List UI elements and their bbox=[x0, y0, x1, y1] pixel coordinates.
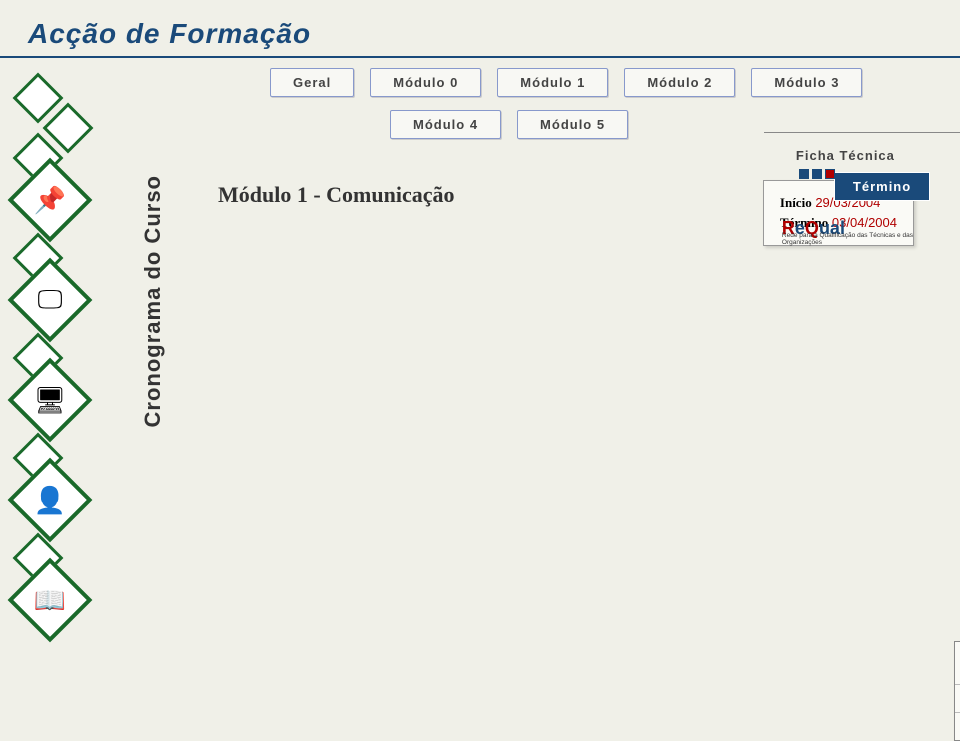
diamond-screen[interactable]: 🖵 bbox=[8, 258, 93, 343]
person-icon: 👤 bbox=[24, 474, 76, 526]
dot bbox=[812, 169, 822, 179]
footer-divider bbox=[764, 132, 960, 133]
diamond-pin[interactable]: 📌 bbox=[8, 158, 93, 243]
module-title: Módulo 1 - Comunicação bbox=[218, 182, 455, 208]
footer-ficha-tecnica[interactable]: Ficha Técnica bbox=[796, 148, 895, 163]
vertical-section-label: Cronograma do Curso bbox=[140, 175, 166, 427]
nav-modulo-1[interactable]: Módulo 1 bbox=[497, 68, 608, 97]
nav-modulo-5[interactable]: Módulo 5 bbox=[517, 110, 628, 139]
footer-dots bbox=[799, 169, 835, 179]
title-underline bbox=[0, 56, 960, 58]
t1-r2-label: Data bbox=[955, 685, 960, 712]
pin-icon: 📌 bbox=[24, 174, 76, 226]
diamond-person[interactable]: 👤 bbox=[8, 458, 93, 543]
table-formacao: Formação Presencial 1 sessão X 4 h Data … bbox=[954, 641, 960, 741]
dot bbox=[825, 169, 835, 179]
screen-icon: 🖵 bbox=[24, 274, 76, 326]
monitor-icon: 🖥 bbox=[24, 374, 76, 426]
tables-row: Formação Presencial 1 sessão X 4 h Data … bbox=[954, 641, 960, 741]
t1-r3-label: Horário bbox=[955, 713, 960, 740]
nav-row-2: Módulo 4 Módulo 5 bbox=[390, 110, 628, 139]
dot bbox=[799, 169, 809, 179]
page-title: Acção de Formação bbox=[28, 18, 311, 50]
nav-modulo-0[interactable]: Módulo 0 bbox=[370, 68, 481, 97]
date-box: Início 29/03/2004 Término 03/04/2004 ❖El… bbox=[763, 180, 914, 246]
book-icon: 📖 bbox=[24, 574, 76, 626]
logo-subtitle: Rede para a Qualificação das Técnicas e … bbox=[782, 232, 913, 246]
nav-modulo-4[interactable]: Módulo 4 bbox=[390, 110, 501, 139]
nav-modulo-3[interactable]: Módulo 3 bbox=[751, 68, 862, 97]
start-label: Início bbox=[780, 195, 812, 210]
footer-termino[interactable]: Término bbox=[834, 172, 930, 201]
diamond-monitor[interactable]: 🖥 bbox=[8, 358, 93, 443]
diamond-book[interactable]: 📖 bbox=[8, 558, 93, 643]
nav-row-1: Geral Módulo 0 Módulo 1 Módulo 2 Módulo … bbox=[270, 68, 862, 97]
sidebar-diamonds: 📌 🖵 🖥 👤 📖 bbox=[0, 70, 120, 590]
nav-geral[interactable]: Geral bbox=[270, 68, 354, 97]
nav-modulo-2[interactable]: Módulo 2 bbox=[624, 68, 735, 97]
t1-r1-label: Formação Presencial bbox=[955, 642, 960, 684]
